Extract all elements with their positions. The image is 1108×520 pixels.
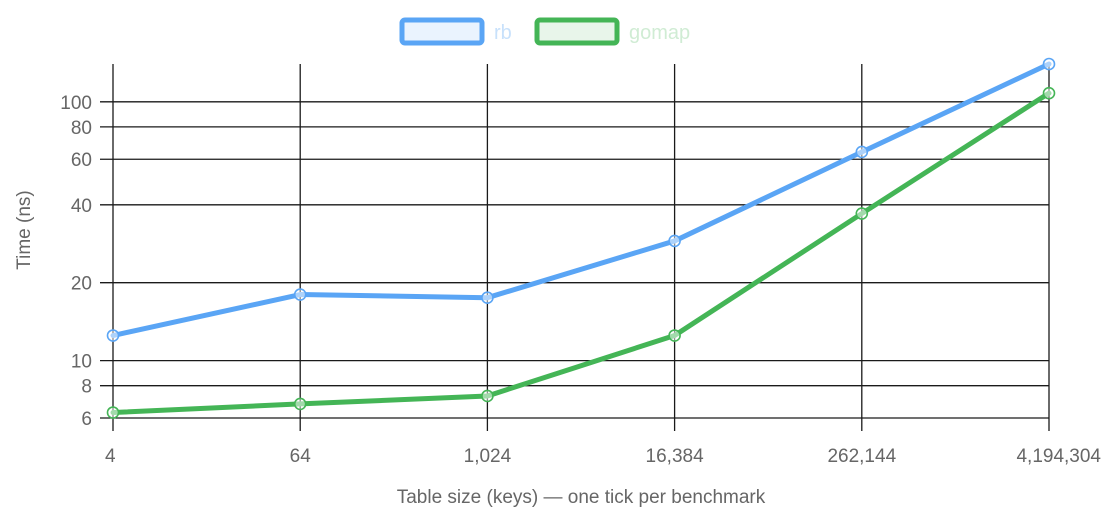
series-line-gomap: [110, 90, 1052, 416]
legend-swatch-gomap[interactable]: [534, 17, 620, 46]
x-tick-label: 4: [105, 446, 116, 467]
data-point-gomap: [481, 389, 494, 403]
x-tick-label: 16,384: [646, 446, 705, 467]
grid: [100, 64, 1050, 431]
data-point-rb: [668, 234, 681, 248]
y-tick-label: 8: [81, 377, 92, 398]
data-point-rb: [106, 329, 120, 342]
y-tick-label: 100: [60, 93, 92, 114]
data-point-rb: [481, 291, 494, 304]
y-axis-title: Time (ns): [14, 190, 35, 270]
x-tick-label: 64: [290, 446, 312, 467]
legend-label-gomap[interactable]: gomap: [629, 22, 690, 44]
legend-swatch-rb[interactable]: [399, 17, 485, 46]
data-point-gomap: [1042, 86, 1056, 100]
data-point-gomap: [293, 397, 307, 411]
y-tick-label: 60: [71, 150, 92, 171]
x-tick-label: 262,144: [827, 446, 896, 467]
y-axis-ticks: 6 8 10 20 40 60 80 100: [60, 93, 92, 430]
x-axis-ticks: 4 64 1,024 16,384 262,144 4,194,304: [105, 446, 1101, 467]
legend: rb gomap: [399, 17, 690, 46]
data-point-gomap: [855, 207, 869, 220]
data-point-gomap: [106, 406, 120, 419]
y-tick-label: 80: [71, 118, 92, 139]
y-tick-label: 40: [71, 196, 92, 217]
data-point-rb: [855, 145, 869, 159]
series-lines: [106, 57, 1056, 419]
y-tick-label: 6: [81, 409, 92, 430]
y-tick-label: 10: [71, 352, 92, 373]
legend-label-rb[interactable]: rb: [494, 22, 512, 44]
data-point-rb: [1042, 57, 1056, 71]
y-tick-label: 20: [71, 274, 92, 295]
x-tick-label: 1,024: [464, 446, 512, 467]
x-axis-title: Table size (keys) — one tick per benchma…: [397, 487, 766, 508]
data-point-gomap: [668, 329, 681, 342]
data-point-rb: [293, 288, 307, 301]
series-line-rb: [110, 61, 1052, 339]
x-tick-label: 4,194,304: [1016, 446, 1101, 467]
